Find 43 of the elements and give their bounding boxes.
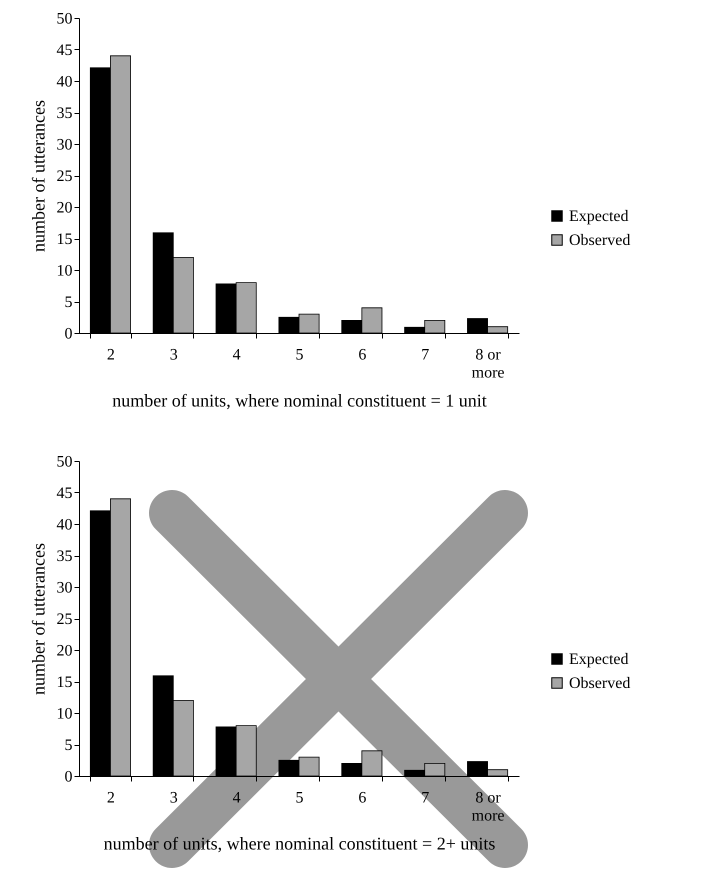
y-tick-label: 20: [56, 200, 72, 216]
y-tick-label: 10: [56, 262, 72, 280]
y-tick-label: 15: [56, 674, 72, 691]
x-tick-label: 8 or more: [472, 346, 505, 382]
x-tick-label: 7: [421, 790, 430, 806]
y-tick-label: 25: [56, 168, 72, 185]
y-tick-label: 40: [56, 516, 72, 534]
legend-label: Expected: [569, 651, 629, 668]
x-tick-label: 4: [232, 346, 241, 364]
y-axis-title: number of utterances: [28, 543, 48, 695]
y-tick-label: 5: [64, 294, 72, 311]
x-tick-label: 5: [296, 790, 304, 806]
x-tick-label: 7: [421, 346, 430, 364]
y-tick-label: 45: [56, 42, 72, 59]
y-tick-label: 50: [56, 454, 72, 470]
y-axis-title: number of utterances: [28, 100, 48, 252]
x-tick-label: 6: [358, 346, 366, 364]
y-tick-label: 35: [56, 105, 72, 122]
y-tick-label: 20: [56, 642, 72, 660]
y-tick-label: 40: [56, 74, 72, 90]
x-tick-label: 5: [296, 346, 304, 364]
y-tick-label: 50: [56, 10, 72, 28]
x-tick-label: 2: [106, 346, 115, 364]
x-tick-label: 4: [232, 790, 241, 806]
x-tick-label: 6: [358, 790, 366, 806]
x-tick-label: 2: [106, 790, 115, 806]
y-tick-label: 45: [56, 485, 72, 502]
y-tick-label: 0: [64, 326, 72, 342]
y-tick-label: 10: [56, 706, 72, 722]
y-tick-label: 35: [56, 548, 72, 565]
x-tick-label: 3: [170, 346, 178, 364]
y-tick-label: 0: [64, 768, 72, 786]
y-tick-label: 25: [56, 611, 72, 628]
x-tick-label: 8 or more: [472, 790, 505, 824]
legend-label: Expected: [569, 208, 629, 225]
legend-label: Observed: [569, 675, 630, 692]
y-tick-label: 15: [56, 231, 72, 248]
y-tick-label: 5: [64, 737, 72, 754]
y-tick-label: 30: [56, 136, 72, 154]
y-tick-label: 30: [56, 580, 72, 596]
legend-label: Observed: [569, 232, 630, 249]
x-axis-title: number of units, where nominal constituent = 1 unit: [112, 390, 487, 410]
x-tick-label: 3: [170, 790, 178, 806]
